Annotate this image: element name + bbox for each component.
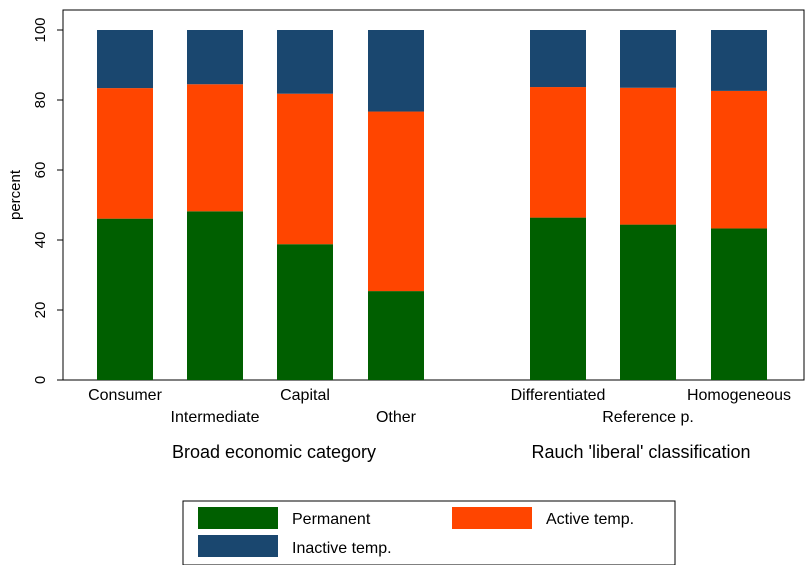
bar-segment: [187, 30, 243, 85]
x-tick-label: Differentiated: [511, 387, 606, 404]
legend: Permanent Active temp. Inactive temp.: [182, 500, 676, 565]
bar-segment: [277, 93, 333, 245]
bar-segment: [97, 30, 153, 89]
x-tick-label: Capital: [280, 387, 330, 404]
x-tick-label: Other: [376, 409, 417, 426]
y-axis-label: percent: [7, 169, 24, 220]
bar-segment: [620, 224, 676, 380]
legend-label: Active temp.: [546, 511, 634, 528]
legend-swatch: [198, 535, 278, 557]
plot-area: 0 20 40 60 80 100 percent: [7, 9, 805, 384]
bar-segment: [711, 30, 767, 91]
x-tick-label: Homogeneous: [687, 387, 791, 404]
legend-swatch: [452, 507, 532, 529]
y-tick-label: 80: [32, 92, 49, 109]
x-tick-label: Consumer: [88, 387, 162, 404]
bar-segment: [368, 111, 424, 292]
y-tick-label: 40: [32, 232, 49, 249]
bar-segment: [97, 218, 153, 380]
bar-segment: [620, 87, 676, 225]
x-tick-label: Reference p.: [602, 409, 694, 426]
bar-segment: [711, 90, 767, 229]
group-label: Broad economic category: [172, 442, 376, 462]
bar-segment: [530, 217, 586, 380]
bar-segment: [187, 84, 243, 212]
legend-label: Inactive temp.: [292, 540, 392, 557]
bar-segment: [530, 87, 586, 218]
bar-segment: [620, 30, 676, 88]
y-tick-label: 0: [32, 376, 49, 384]
y-tick-label: 20: [32, 302, 49, 319]
legend-swatch: [198, 507, 278, 529]
y-tick-label: 60: [32, 162, 49, 179]
y-axis: 0 20 40 60 80 100: [32, 10, 64, 384]
bar-segment: [97, 88, 153, 219]
bar-segment: [530, 30, 586, 88]
bar-segment: [277, 244, 333, 380]
bar-segment: [368, 30, 424, 112]
y-tick-label: 100: [32, 17, 49, 42]
legend-label: Permanent: [292, 511, 371, 528]
bar-segment: [368, 291, 424, 380]
x-axis-labels: Consumer Intermediate Capital Other Differen…: [88, 387, 791, 426]
bar-segment: [187, 211, 243, 380]
x-tick-label: Intermediate: [171, 409, 260, 426]
plot-frame: [62, 9, 805, 381]
bars: [97, 30, 767, 380]
group-label: Rauch 'liberal' classification: [532, 442, 751, 462]
bar-segment: [277, 30, 333, 94]
bar-segment: [711, 228, 767, 380]
group-labels: Broad economic category Rauch 'liberal' c…: [172, 442, 751, 462]
